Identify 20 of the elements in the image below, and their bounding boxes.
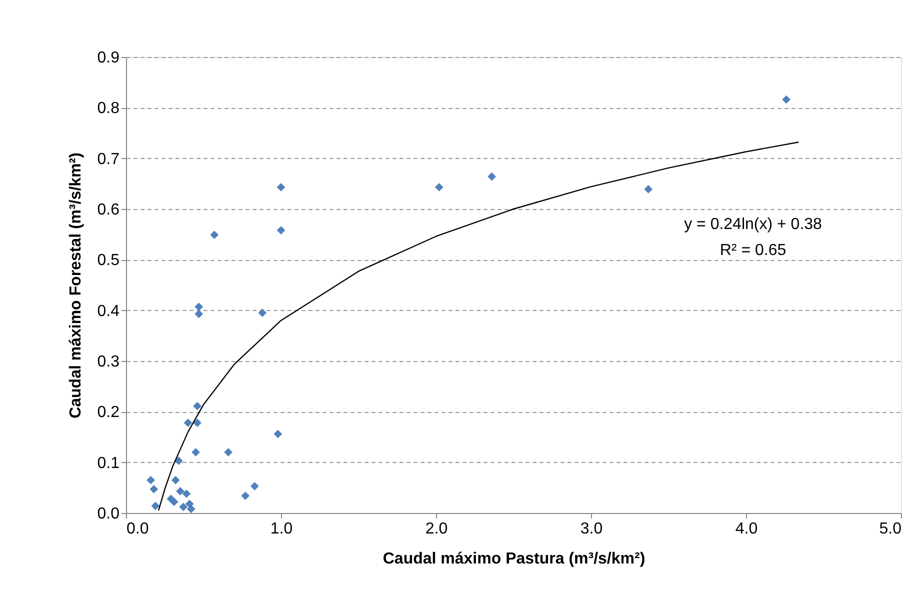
y-tick-label: 0.6 [97,202,120,218]
y-tick-label: 0.0 [97,506,120,522]
y-axis-title: Caudal máximo Forestal (m³/s/km²) [67,152,84,418]
y-tick-label: 0.2 [97,404,120,422]
y-tick-label: 0.8 [97,100,120,118]
x-tick-label: 2.0 [425,520,448,538]
y-tick-label: 0.1 [97,454,120,472]
x-tick-label: 3.0 [580,520,603,538]
y-tick-label: 0.7 [97,150,120,168]
x-tick-label: 0.0 [126,520,149,538]
annotation: R² = 0.65 [720,242,786,259]
y-tick-label: 0.9 [97,50,120,66]
x-tick-label: 1.0 [270,520,293,538]
y-tick-label: 0.5 [97,252,120,270]
y-tick-label: 0.4 [97,302,120,320]
x-axis-title: Caudal máximo Pastura (m³/s/km²) [382,550,646,568]
x-tick-label: 4.0 [735,520,758,538]
y-tick-label: 0.3 [97,354,120,370]
annotation: y = 0.24ln(x) + 0.38 [684,216,822,233]
x-tick-label: 5.0 [879,520,902,538]
